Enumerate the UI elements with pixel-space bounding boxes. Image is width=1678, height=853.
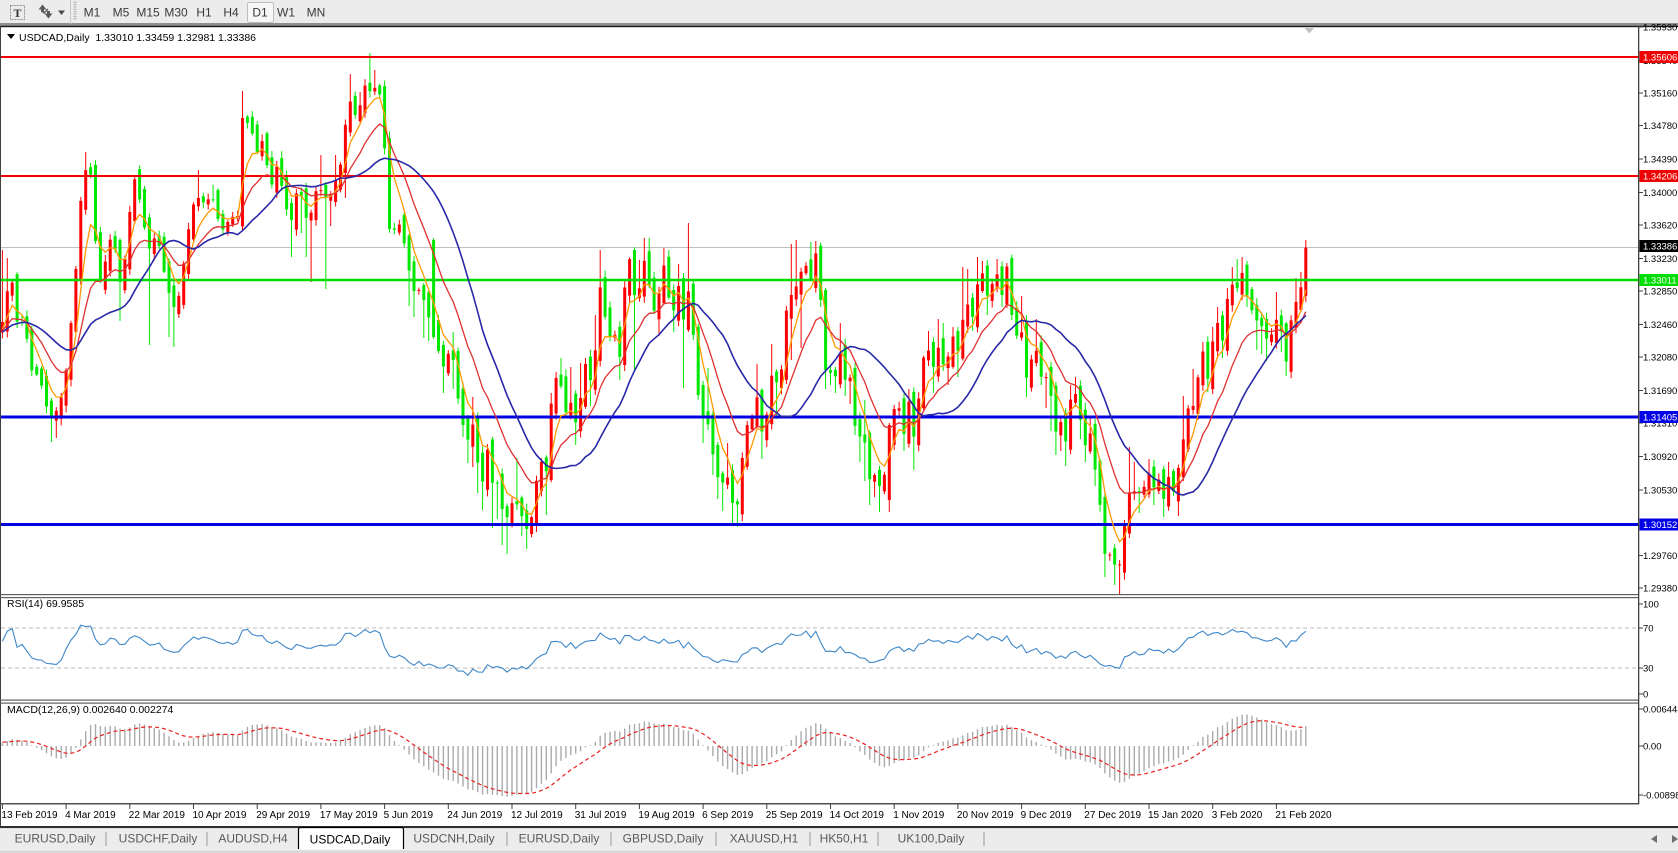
svg-text:1.34206: 1.34206	[1643, 172, 1677, 183]
svg-text:1.33386: 1.33386	[1643, 242, 1677, 253]
svg-text:T: T	[13, 6, 21, 20]
svg-text:1.32850: 1.32850	[1643, 287, 1677, 298]
svg-text:XAUUSD,H1: XAUUSD,H1	[730, 832, 799, 846]
svg-text:EURUSD,Daily: EURUSD,Daily	[15, 832, 96, 846]
svg-text:100: 100	[1643, 600, 1659, 611]
svg-text:0.006448: 0.006448	[1643, 705, 1678, 716]
svg-text:24 Jun 2019: 24 Jun 2019	[447, 810, 502, 821]
svg-text:1 Nov 2019: 1 Nov 2019	[893, 810, 945, 821]
svg-text:1.31310: 1.31310	[1643, 419, 1677, 430]
svg-text:M1: M1	[84, 6, 101, 20]
svg-text:0.00: 0.00	[1643, 742, 1662, 753]
svg-text:MN: MN	[307, 6, 326, 20]
svg-text:1.32080: 1.32080	[1643, 353, 1677, 364]
svg-text:10 Apr 2019: 10 Apr 2019	[193, 810, 247, 821]
svg-text:19 Aug 2019: 19 Aug 2019	[638, 810, 695, 821]
svg-text:MACD(12,26,9) 0.002640 0.00227: MACD(12,26,9) 0.002640 0.002274	[7, 704, 174, 716]
svg-text:RSI(14) 69.9585: RSI(14) 69.9585	[7, 598, 84, 610]
svg-text:17 May 2019: 17 May 2019	[320, 810, 378, 821]
svg-text:-0.00898: -0.00898	[1643, 791, 1678, 802]
svg-text:1.35160: 1.35160	[1643, 89, 1677, 100]
svg-text:1.33230: 1.33230	[1643, 254, 1677, 265]
svg-text:USDCAD,Daily 1.33010 1.33459: USDCAD,Daily 1.33010 1.33459 1.32981 1.3…	[19, 32, 256, 44]
svg-text:UK100,Daily: UK100,Daily	[898, 832, 965, 846]
svg-text:1.30152: 1.30152	[1643, 520, 1677, 531]
svg-text:14 Oct 2019: 14 Oct 2019	[830, 810, 885, 821]
svg-text:0: 0	[1643, 690, 1648, 701]
svg-text:30: 30	[1643, 664, 1654, 675]
svg-text:29 Apr 2019: 29 Apr 2019	[256, 810, 310, 821]
svg-text:1.33620: 1.33620	[1643, 221, 1677, 232]
svg-text:4 Mar 2019: 4 Mar 2019	[65, 810, 116, 821]
svg-text:M15: M15	[136, 6, 160, 20]
svg-text:6 Sep 2019: 6 Sep 2019	[702, 810, 754, 821]
svg-text:USDCHF,Daily: USDCHF,Daily	[119, 832, 198, 846]
svg-text:W1: W1	[277, 6, 295, 20]
svg-text:1.30920: 1.30920	[1643, 452, 1677, 463]
svg-text:5 Jun 2019: 5 Jun 2019	[384, 810, 434, 821]
svg-text:1.31690: 1.31690	[1643, 386, 1677, 397]
svg-text:M5: M5	[113, 6, 130, 20]
svg-text:GBPUSD,Daily: GBPUSD,Daily	[623, 832, 704, 846]
svg-text:13 Feb 2019: 13 Feb 2019	[1, 810, 58, 821]
svg-text:27 Dec 2019: 27 Dec 2019	[1084, 810, 1141, 821]
svg-text:1.35606: 1.35606	[1643, 53, 1677, 64]
svg-text:21 Feb 2020: 21 Feb 2020	[1275, 810, 1332, 821]
svg-text:1.31405: 1.31405	[1643, 413, 1677, 424]
svg-text:H4: H4	[223, 6, 239, 20]
svg-text:1.29380: 1.29380	[1643, 584, 1677, 595]
svg-text:22 Mar 2019: 22 Mar 2019	[129, 810, 186, 821]
svg-text:31 Jul 2019: 31 Jul 2019	[575, 810, 627, 821]
svg-text:1.34390: 1.34390	[1643, 155, 1677, 166]
svg-text:USDCAD,Daily: USDCAD,Daily	[310, 833, 391, 847]
svg-text:20 Nov 2019: 20 Nov 2019	[957, 810, 1014, 821]
svg-text:1.32460: 1.32460	[1643, 320, 1677, 331]
svg-text:EURUSD,Daily: EURUSD,Daily	[519, 832, 600, 846]
svg-text:1.33011: 1.33011	[1643, 276, 1677, 287]
svg-text:70: 70	[1643, 624, 1654, 635]
svg-text:HK50,H1: HK50,H1	[820, 832, 869, 846]
svg-text:AUDUSD,H4: AUDUSD,H4	[218, 832, 288, 846]
svg-text:D1: D1	[252, 6, 268, 20]
svg-text:25 Sep 2019: 25 Sep 2019	[766, 810, 823, 821]
svg-text:12 Jul 2019: 12 Jul 2019	[511, 810, 563, 821]
svg-text:3 Feb 2020: 3 Feb 2020	[1212, 810, 1263, 821]
svg-text:1.34780: 1.34780	[1643, 121, 1677, 132]
svg-text:H1: H1	[196, 6, 212, 20]
svg-text:USDCNH,Daily: USDCNH,Daily	[413, 832, 494, 846]
svg-text:1.30530: 1.30530	[1643, 486, 1677, 497]
svg-text:1.29760: 1.29760	[1643, 551, 1677, 562]
svg-text:15 Jan 2020: 15 Jan 2020	[1148, 810, 1203, 821]
svg-text:9 Dec 2019: 9 Dec 2019	[1021, 810, 1073, 821]
svg-text:M30: M30	[164, 6, 188, 20]
svg-text:1.35930: 1.35930	[1643, 23, 1677, 34]
svg-text:1.34000: 1.34000	[1643, 188, 1677, 199]
